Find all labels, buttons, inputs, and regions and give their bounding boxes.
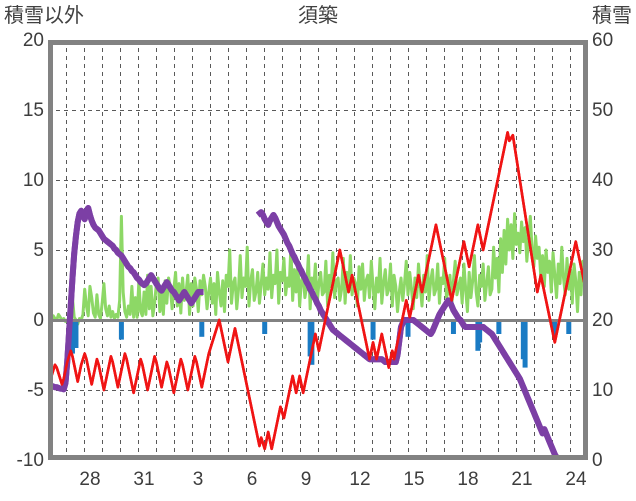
right-axis-title: 積雪 bbox=[592, 5, 632, 27]
left-tick-2: 10 bbox=[22, 170, 44, 191]
right-tick-1: 50 bbox=[592, 100, 614, 121]
precip-bar-4 bbox=[199, 320, 205, 337]
precip-bar-15 bbox=[522, 320, 528, 368]
x-tick-7: 18 bbox=[457, 469, 479, 490]
x-tick-2: 3 bbox=[192, 469, 204, 490]
series-temperature-top bbox=[48, 131, 588, 451]
x-tick-3: 6 bbox=[246, 469, 258, 490]
precip-bar-10 bbox=[450, 320, 456, 334]
series-snow_depth-top bbox=[48, 205, 588, 460]
precip-bar-5 bbox=[262, 320, 268, 334]
precip-bar-12 bbox=[477, 320, 483, 343]
precip-bar-7 bbox=[309, 320, 315, 365]
plot-canvas bbox=[48, 40, 588, 460]
left-tick-1: 15 bbox=[22, 100, 44, 121]
right-tick-6: 0 bbox=[592, 450, 603, 471]
x-tick-4: 9 bbox=[300, 469, 312, 490]
series-precipitation bbox=[69, 320, 572, 368]
plot-frame bbox=[48, 40, 588, 460]
precip-bar-13 bbox=[496, 320, 502, 334]
precip-bar-2 bbox=[73, 320, 79, 348]
plot-area bbox=[48, 40, 588, 460]
chart-title: 須築 bbox=[298, 5, 338, 27]
left-tick-3: 5 bbox=[33, 240, 44, 261]
precip-bar-3 bbox=[118, 320, 124, 340]
precip-bar-9 bbox=[405, 320, 411, 337]
right-tick-0: 60 bbox=[592, 30, 614, 51]
x-tick-5: 12 bbox=[349, 469, 371, 490]
precip-bar-17 bbox=[566, 320, 572, 334]
x-tick-9: 24 bbox=[565, 469, 587, 490]
right-tick-4: 20 bbox=[592, 310, 614, 331]
left-tick-4: 0 bbox=[33, 310, 44, 331]
series-wind bbox=[48, 212, 588, 326]
left-tick-6: -10 bbox=[16, 450, 44, 471]
left-tick-5: -5 bbox=[27, 380, 44, 401]
left-tick-0: 20 bbox=[22, 30, 44, 51]
precip-bar-16 bbox=[552, 320, 558, 337]
right-tick-2: 40 bbox=[592, 170, 614, 191]
x-tick-1: 31 bbox=[133, 469, 155, 490]
right-tick-3: 30 bbox=[592, 240, 614, 261]
left-axis-title: 積雪以外 bbox=[4, 5, 84, 27]
right-tick-5: 10 bbox=[592, 380, 614, 401]
x-tick-8: 21 bbox=[511, 469, 533, 490]
x-tick-0: 28 bbox=[79, 469, 101, 490]
x-tick-6: 15 bbox=[403, 469, 425, 490]
precip-bar-8 bbox=[370, 320, 376, 340]
